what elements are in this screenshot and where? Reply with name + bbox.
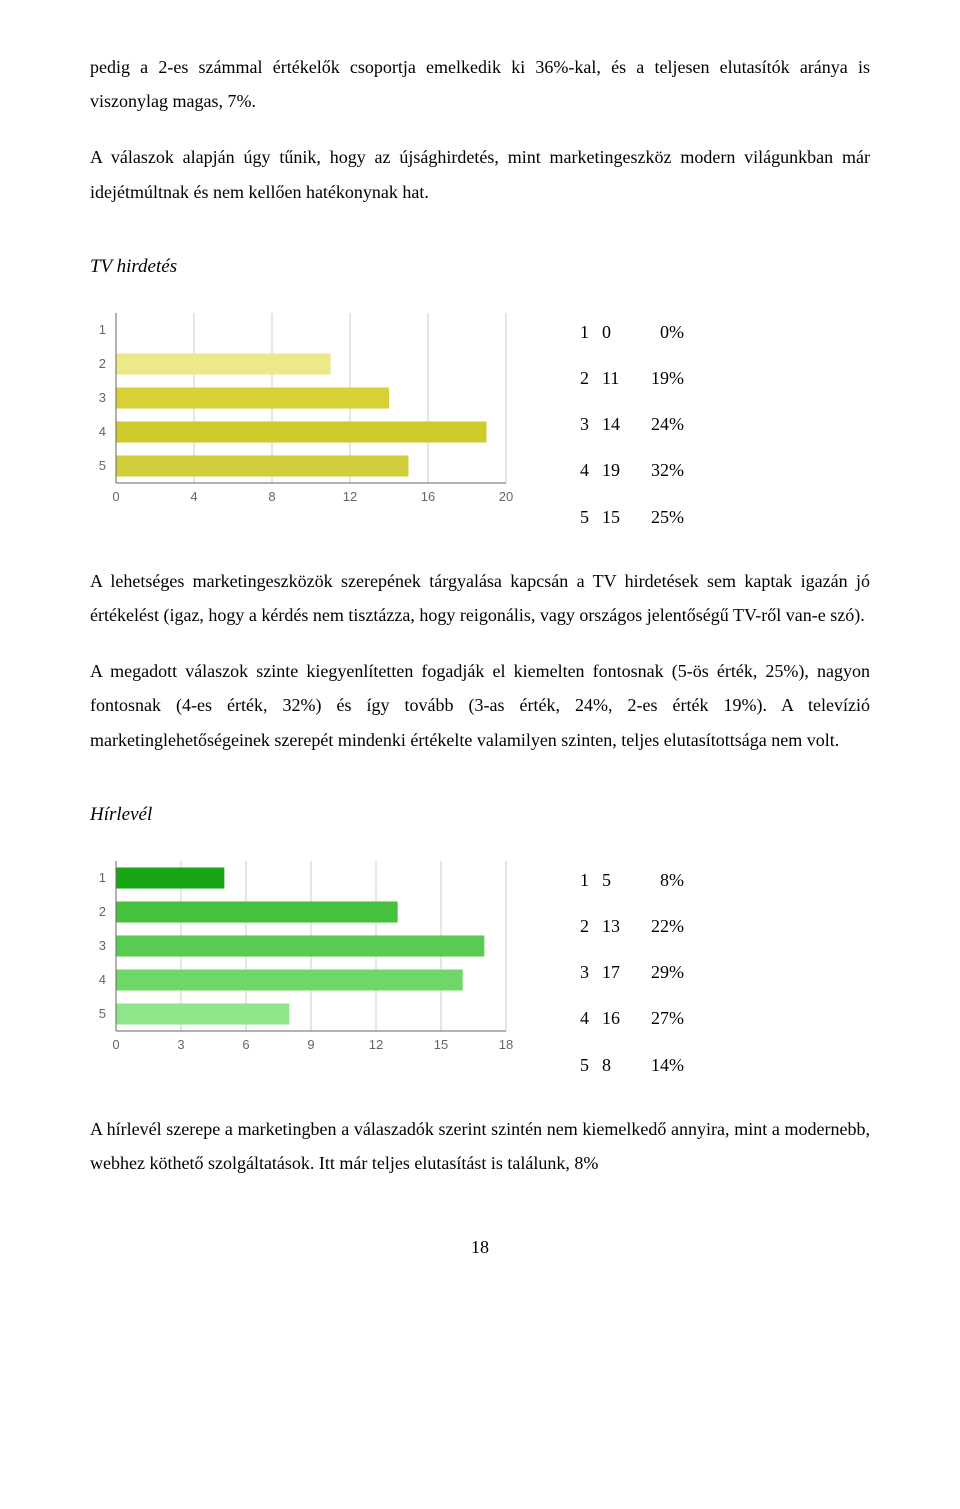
svg-text:5: 5 — [99, 1006, 106, 1021]
svg-text:2: 2 — [99, 904, 106, 919]
hirlevel-chart-svg: 036912151812345 — [90, 853, 520, 1063]
legend-row: 158% — [580, 863, 684, 897]
legend-cell: 0% — [636, 315, 684, 349]
legend-row: 21119% — [580, 361, 684, 395]
svg-text:3: 3 — [99, 390, 106, 405]
legend-cell: 22% — [636, 909, 684, 943]
legend-cell: 14% — [636, 1048, 684, 1082]
svg-text:20: 20 — [499, 489, 513, 504]
legend-cell: 24% — [636, 407, 684, 441]
svg-text:16: 16 — [421, 489, 435, 504]
svg-text:0: 0 — [112, 1037, 119, 1052]
legend-cell: 27% — [636, 1001, 684, 1035]
svg-text:0: 0 — [112, 489, 119, 504]
svg-text:8: 8 — [268, 489, 275, 504]
section-title-tv: TV hirdetés — [90, 249, 870, 285]
legend-row: 41932% — [580, 453, 684, 487]
body-paragraph: A megadott válaszok szinte kiegyenlített… — [90, 654, 870, 757]
svg-text:12: 12 — [369, 1037, 383, 1052]
svg-text:18: 18 — [499, 1037, 513, 1052]
legend-cell: 0 — [602, 315, 632, 349]
legend-cell: 17 — [602, 955, 632, 989]
svg-text:5: 5 — [99, 458, 106, 473]
svg-text:6: 6 — [242, 1037, 249, 1052]
tv-chart-row: 04812162012345 100%21119%31424%41932%515… — [90, 305, 870, 534]
section-title-hirlevel: Hírlevél — [90, 797, 870, 833]
tv-chart: 04812162012345 — [90, 305, 520, 526]
svg-text:1: 1 — [99, 322, 106, 337]
legend-cell: 1 — [580, 863, 598, 897]
body-paragraph: A hírlevél szerepe a marketingben a vála… — [90, 1112, 870, 1180]
legend-cell: 19 — [602, 453, 632, 487]
legend-row: 100% — [580, 315, 684, 349]
tv-legend: 100%21119%31424%41932%51525% — [580, 305, 684, 534]
legend-cell: 1 — [580, 315, 598, 349]
page-number: 18 — [90, 1230, 870, 1264]
legend-cell: 4 — [580, 453, 598, 487]
hirlevel-chart: 036912151812345 — [90, 853, 520, 1074]
legend-cell: 5 — [580, 500, 598, 534]
legend-cell: 19% — [636, 361, 684, 395]
svg-text:3: 3 — [99, 938, 106, 953]
body-paragraph: pedig a 2-es számmal értékelők csoportja… — [90, 50, 870, 118]
legend-row: 41627% — [580, 1001, 684, 1035]
legend-cell: 3 — [580, 955, 598, 989]
hirlevel-legend: 158%21322%31729%41627%5814% — [580, 853, 684, 1082]
legend-cell: 8% — [636, 863, 684, 897]
hirlevel-chart-row: 036912151812345 158%21322%31729%41627%58… — [90, 853, 870, 1082]
legend-cell: 13 — [602, 909, 632, 943]
legend-cell: 4 — [580, 1001, 598, 1035]
tv-chart-svg: 04812162012345 — [90, 305, 520, 515]
legend-row: 51525% — [580, 500, 684, 534]
svg-text:4: 4 — [99, 424, 106, 439]
legend-cell: 2 — [580, 361, 598, 395]
svg-text:15: 15 — [434, 1037, 448, 1052]
legend-cell: 5 — [580, 1048, 598, 1082]
svg-text:2: 2 — [99, 356, 106, 371]
legend-row: 21322% — [580, 909, 684, 943]
body-paragraph: A lehetséges marketingeszközök szerepéne… — [90, 564, 870, 632]
legend-cell: 29% — [636, 955, 684, 989]
legend-cell: 5 — [602, 863, 632, 897]
legend-cell: 16 — [602, 1001, 632, 1035]
legend-cell: 3 — [580, 407, 598, 441]
svg-text:9: 9 — [307, 1037, 314, 1052]
legend-cell: 25% — [636, 500, 684, 534]
svg-text:4: 4 — [190, 489, 197, 504]
svg-text:3: 3 — [177, 1037, 184, 1052]
legend-row: 31424% — [580, 407, 684, 441]
legend-cell: 32% — [636, 453, 684, 487]
svg-text:4: 4 — [99, 972, 106, 987]
svg-text:1: 1 — [99, 870, 106, 885]
legend-row: 5814% — [580, 1048, 684, 1082]
body-paragraph: A válaszok alapján úgy tűnik, hogy az új… — [90, 140, 870, 208]
legend-cell: 15 — [602, 500, 632, 534]
legend-cell: 14 — [602, 407, 632, 441]
svg-text:12: 12 — [343, 489, 357, 504]
legend-cell: 2 — [580, 909, 598, 943]
legend-cell: 8 — [602, 1048, 632, 1082]
legend-row: 31729% — [580, 955, 684, 989]
legend-cell: 11 — [602, 361, 632, 395]
